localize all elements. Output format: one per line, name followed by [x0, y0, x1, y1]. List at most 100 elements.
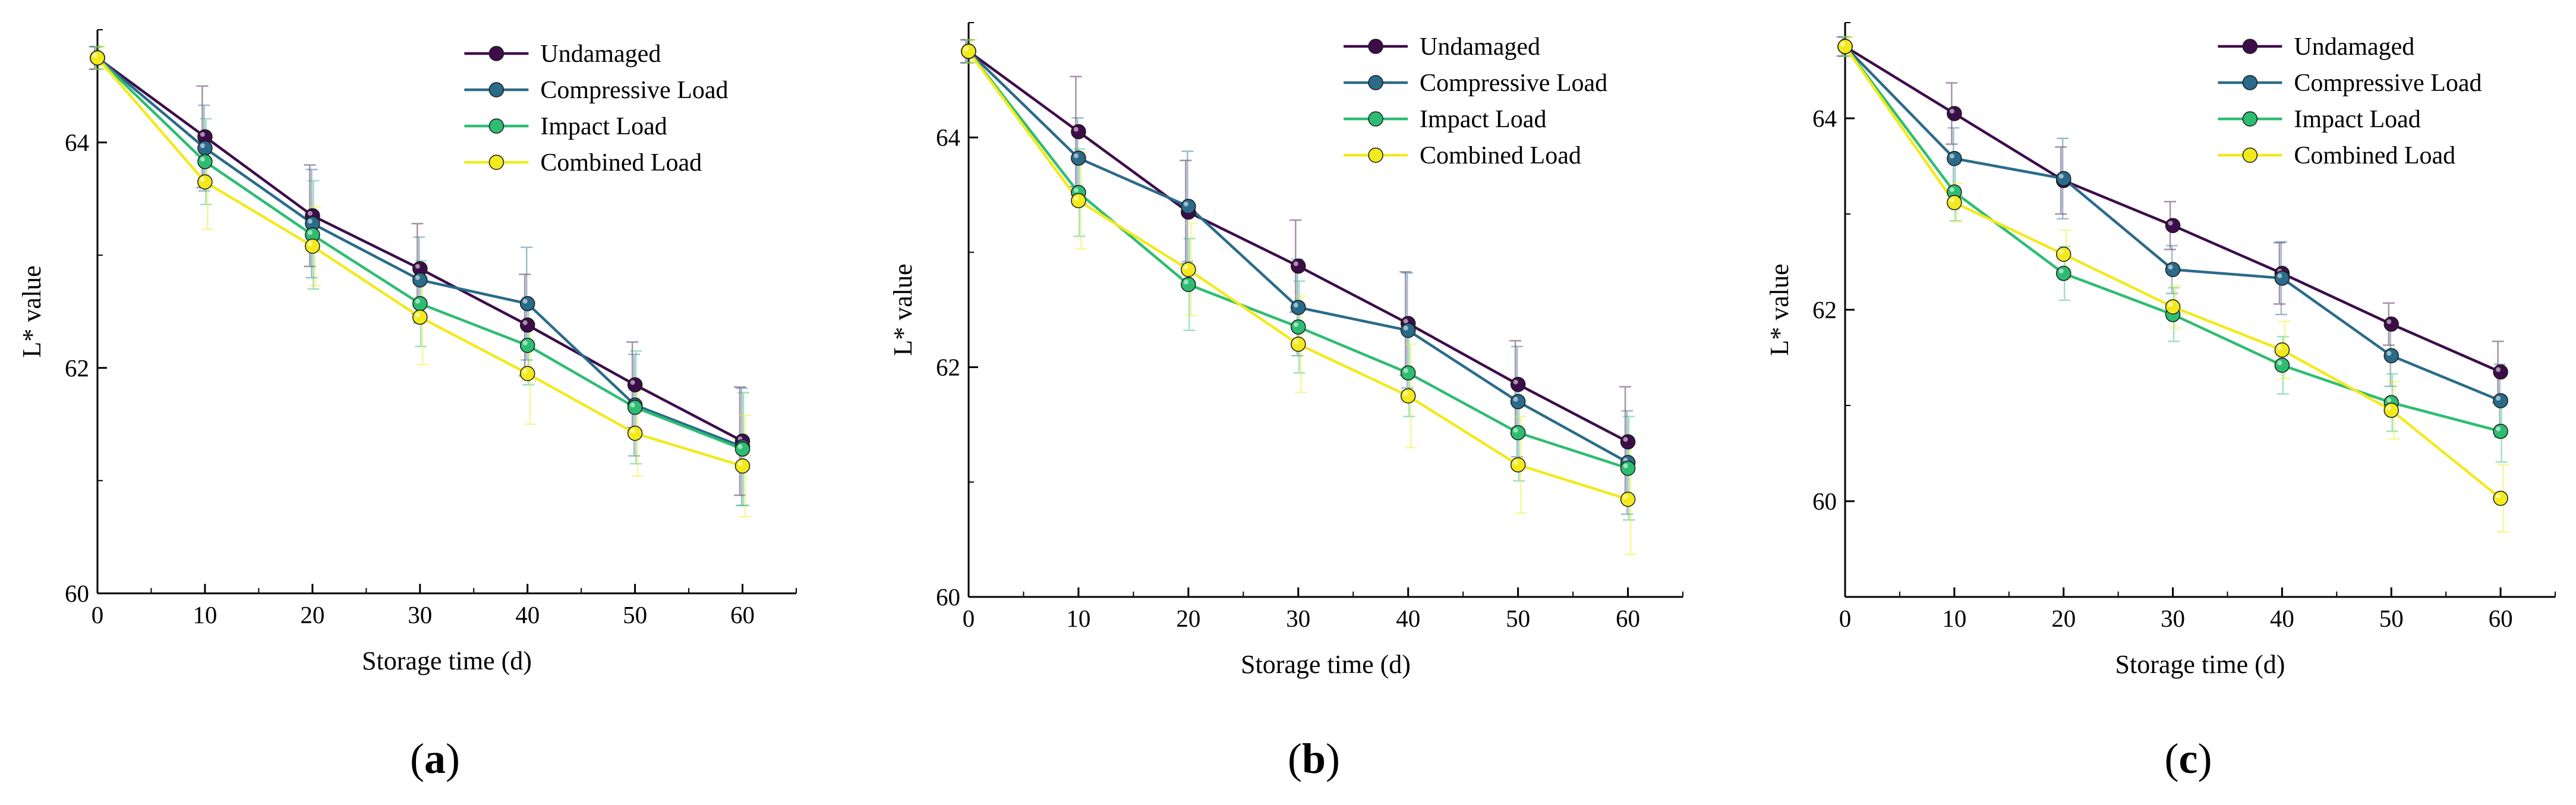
legend-item: Compressive Load: [1344, 70, 1607, 97]
x-tick-label: 50: [1506, 605, 1530, 632]
data-point-highlight: [1073, 127, 1079, 132]
data-point-highlight: [2168, 221, 2173, 226]
x-axis-title: Storage time (d): [362, 646, 532, 675]
legend-label: Compressive Load: [2294, 70, 2482, 97]
x-tick-label: 10: [193, 601, 217, 628]
data-point: [519, 338, 535, 353]
y-tick-label: 62: [65, 354, 89, 382]
y-tick-label: 60: [65, 580, 89, 607]
data-point-highlight: [1073, 187, 1079, 193]
legend-marker: [2242, 39, 2258, 54]
data-point: [197, 154, 213, 169]
data-point-highlight: [630, 402, 635, 408]
x-axis-title: Storage time (d): [2115, 650, 2285, 679]
data-point: [1620, 492, 1636, 507]
data-point: [519, 366, 535, 382]
legend-label: Impact Load: [1420, 106, 1546, 133]
data-point-highlight: [1183, 279, 1188, 285]
data-point: [305, 238, 320, 254]
x-tick-label: 40: [1396, 605, 1420, 632]
panel-label: (a): [410, 735, 460, 782]
data-point: [2165, 299, 2181, 315]
data-point: [1510, 394, 1526, 410]
y-tick-label: 64: [936, 124, 960, 151]
data-point: [1291, 337, 1306, 352]
data-point: [197, 174, 213, 190]
x-tick-label: 20: [2051, 605, 2076, 632]
panel-label: (b): [1288, 735, 1340, 782]
data-point: [2274, 271, 2290, 286]
x-axis-title: Storage time (d): [1241, 650, 1411, 679]
data-point-highlight: [2496, 426, 2501, 432]
data-point-highlight: [964, 46, 969, 52]
x-tick-label: 40: [515, 601, 540, 628]
data-point: [1400, 323, 1416, 338]
data-point-highlight: [630, 380, 635, 385]
data-point: [1291, 319, 1306, 335]
data-point-highlight: [93, 53, 97, 58]
data-point-highlight: [2496, 367, 2501, 372]
data-point-highlight: [2277, 345, 2282, 350]
data-point-highlight: [1293, 322, 1298, 327]
data-point: [1510, 376, 1526, 392]
y-tick-label: 62: [936, 354, 960, 381]
legend-label: Combined Load: [540, 149, 702, 177]
legend-label: Compressive Load: [1420, 70, 1607, 97]
data-point: [1510, 457, 1526, 473]
data-point-highlight: [2386, 319, 2392, 325]
chart-panel-a: 0 10 20 30 40 50 60 60 62 64 Storage time (d) L* va…: [0, 0, 859, 805]
data-point: [1071, 150, 1086, 166]
data-point-highlight: [415, 275, 420, 280]
data-point-highlight: [1183, 202, 1188, 207]
x-tick-label: 40: [2270, 605, 2294, 632]
data-point-highlight: [2058, 174, 2064, 179]
data-point-highlight: [1513, 460, 1518, 465]
legend-label: Undamaged: [2294, 33, 2414, 61]
data-point-highlight: [1073, 196, 1079, 201]
legend-item: Undamaged: [464, 40, 661, 68]
x-tick-label: 20: [1176, 605, 1200, 632]
data-point-highlight: [1949, 197, 1954, 203]
data-point: [627, 400, 643, 415]
legend-marker: [2242, 147, 2258, 163]
series-line: [1844, 45, 2501, 433]
legend-label: Combined Load: [2294, 142, 2455, 169]
data-point: [90, 50, 105, 66]
chart-panel-b: 0 10 20 30 40 50 60 60 62 64 Storage time (d) L* va…: [859, 0, 1717, 805]
data-point-highlight: [1403, 319, 1408, 324]
legend-marker: [488, 118, 505, 134]
legend-label: Combined Load: [1420, 142, 1581, 169]
legend-item: Impact Load: [1344, 106, 1546, 133]
data-point: [2055, 246, 2071, 262]
data-point-highlight: [522, 298, 528, 304]
legend-marker: [488, 82, 505, 98]
data-point: [734, 458, 751, 474]
data-point: [1181, 262, 1196, 278]
data-point: [627, 377, 643, 392]
legend-item: Combined Load: [464, 149, 702, 177]
x-tick-label: 50: [623, 601, 647, 628]
data-point: [412, 272, 428, 288]
data-point-highlight: [307, 241, 313, 247]
data-point-highlight: [1403, 368, 1408, 373]
chart-a-svg: 0 10 20 30 40 50 60 60 62 64 Storage time (d) L* va…: [17, 29, 797, 782]
data-point-highlight: [200, 132, 205, 137]
x-tick-label: 10: [1942, 605, 1966, 632]
data-point: [2274, 357, 2290, 373]
data-point: [1291, 258, 1306, 274]
data-point-highlight: [2496, 493, 2501, 499]
legend-item: Undamaged: [2218, 33, 2414, 61]
legend-marker: [1368, 147, 1383, 163]
legend-item: Combined Load: [2218, 142, 2455, 169]
data-point-highlight: [1623, 463, 1628, 468]
data-point: [627, 426, 643, 441]
x-tick-label: 60: [2489, 605, 2513, 632]
legend-label: Undamaged: [540, 40, 661, 68]
data-point-highlight: [1513, 427, 1518, 433]
x-tick-label: 20: [300, 601, 324, 628]
data-point-highlight: [1293, 339, 1298, 344]
data-point: [1291, 300, 1306, 315]
data-point-highlight: [522, 369, 528, 374]
data-point: [1947, 106, 1962, 121]
data-point: [2055, 266, 2071, 281]
